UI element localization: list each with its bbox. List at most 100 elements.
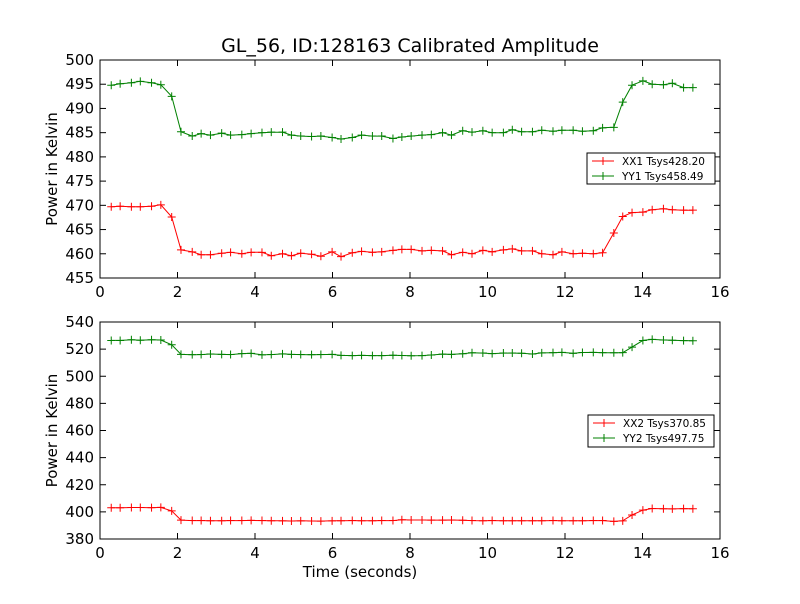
top-series-2-point [427,130,436,139]
bottom-series-1-point [188,516,197,525]
bottom-y-tick-label: 420 [65,476,94,494]
bottom-series-1-point [147,503,156,512]
bottom-legend [587,414,715,448]
top-series-1-point [609,228,618,237]
bottom-series-1-point [638,506,647,515]
top-series-2-point [397,133,406,142]
top-series-1-point [548,250,557,259]
bottom-series-1-point [628,510,637,519]
bottom-series-2-point [307,350,316,359]
bottom-series-2-point [569,349,578,358]
top-x-tick-label: 14 [633,283,652,301]
top-series-2-point [488,128,497,137]
bottom-series-2-point [508,349,517,358]
top-series-1-point [217,249,226,258]
top-series-1-point [488,247,497,256]
top-series-1-point [468,249,476,258]
top-series-2-point [156,80,165,89]
top-series-1-point [107,202,116,211]
bottom-series-2-point [127,335,136,344]
bottom-series-1-point [116,503,125,512]
top-series-1-point [659,204,668,213]
bottom-series-2-point [528,350,537,359]
top-series-1-point [578,249,587,258]
top-series-1-point [638,208,647,217]
top-series-1-point [397,245,406,254]
top-y-tick-label: 455 [65,269,94,287]
top-series-1-point [628,208,637,217]
bottom-series-1-point [438,516,447,525]
top-series-2-point [188,132,197,141]
bottom-series-1-point [368,516,377,525]
top-series-2-point [206,131,215,140]
bottom-series-1-point [468,516,476,525]
bottom-legend-label-1: XX2 Tsys370.85 [623,418,706,430]
bottom-series-1-point [197,516,206,525]
top-series-1-point [237,249,246,258]
top-series-1-point [116,202,125,211]
bottom-y-tick-label: 400 [65,503,94,521]
top-series-1-point [517,246,526,255]
bottom-series-1-point [267,516,276,525]
bottom-series-1-point [176,516,185,525]
bottom-legend-label-2: YY2 Tsys497.75 [622,433,704,445]
top-series-2-point [247,129,256,138]
top-x-tick-label: 16 [710,283,729,301]
top-series-1-point [368,248,377,257]
bottom-series-1-point [357,516,366,525]
top-series-1-point [357,247,366,256]
bottom-series-2-point [618,348,627,357]
top-series-2-point [638,76,647,85]
top-series-2-point [609,123,618,132]
top-series-2-point [618,98,627,107]
bottom-series-2-point [458,349,467,358]
bottom-series-2-point [418,351,427,360]
bottom-series-2-point [609,348,618,357]
chart-title: GL_56, ID:128163 Calibrated Amplitude [221,35,599,57]
bottom-series-1-point [508,516,517,525]
bottom-series-1-point [537,516,546,525]
top-series-2-point [316,132,325,141]
top-series-1-point [537,249,546,258]
bottom-series-2-point [589,348,598,357]
bottom-series-2-point [499,349,508,358]
bottom-y-tick-label: 520 [65,340,94,358]
bottom-series-2-point [407,351,416,360]
top-series-2-point [537,126,546,135]
top-series-1-point [267,251,276,260]
top-y-tick-label: 495 [65,75,94,93]
bottom-y-tick-label: 480 [65,394,94,412]
top-series-2-point [287,131,296,140]
bottom-series-1-point [388,516,397,525]
bottom-x-tick-label: 16 [710,544,729,562]
bottom-series-1-point [307,516,316,525]
top-series-2-point [217,129,226,138]
bottom-series-1-point [337,516,346,525]
bottom-series-2-point [578,348,587,357]
top-legend-label-2: YY1 Tsys458.49 [621,171,703,183]
top-series-2-point [648,80,657,89]
top-series-1-point [278,249,287,258]
bottom-series-1-point [377,516,386,525]
top-x-tick-label: 4 [250,283,260,301]
bottom-series-1-point [668,504,677,513]
bottom-series-1-point [517,516,526,525]
top-series-1-point [688,206,697,215]
bottom-series-1-point [107,503,116,512]
bottom-series-2-point [147,335,156,344]
top-x-tick-label: 10 [478,283,497,301]
bottom-series-1-point [557,516,566,525]
top-series-2-point [668,79,677,88]
bottom-series-2-point [107,336,116,345]
bottom-series-1-point [569,516,578,525]
bottom-series-2-point [478,349,487,358]
bottom-y-tick-label: 500 [65,367,94,385]
top-series-2-point [328,133,337,142]
bottom-y-tick-label: 380 [65,530,94,548]
top-series-1-point [156,200,165,209]
top-series-1-point [478,246,487,255]
top-series-2-point [107,81,116,90]
top-series-1-point [307,250,316,259]
